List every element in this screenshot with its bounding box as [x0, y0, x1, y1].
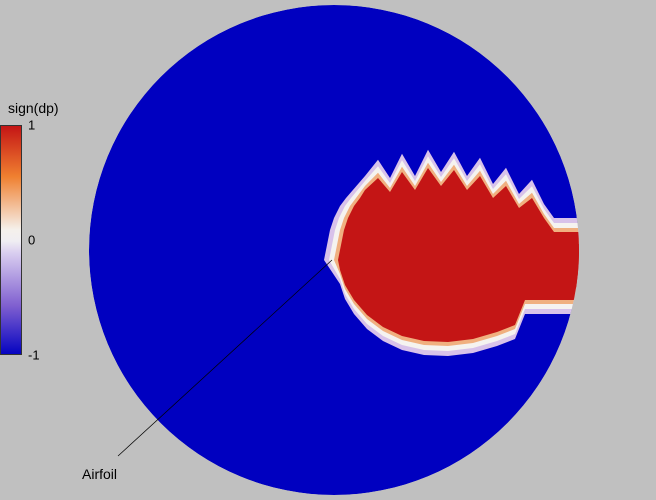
colorbar-tick: 1 — [28, 118, 35, 133]
positive-region — [324, 150, 640, 356]
colorbar-tick: 0 — [28, 233, 35, 248]
colorbar-title: sign(dp) — [8, 100, 59, 116]
annotation-label: Airfoil — [82, 466, 117, 482]
field-plot — [0, 0, 656, 500]
colorbar-gradient — [0, 125, 22, 355]
colorbar-tick: -1 — [28, 348, 40, 363]
